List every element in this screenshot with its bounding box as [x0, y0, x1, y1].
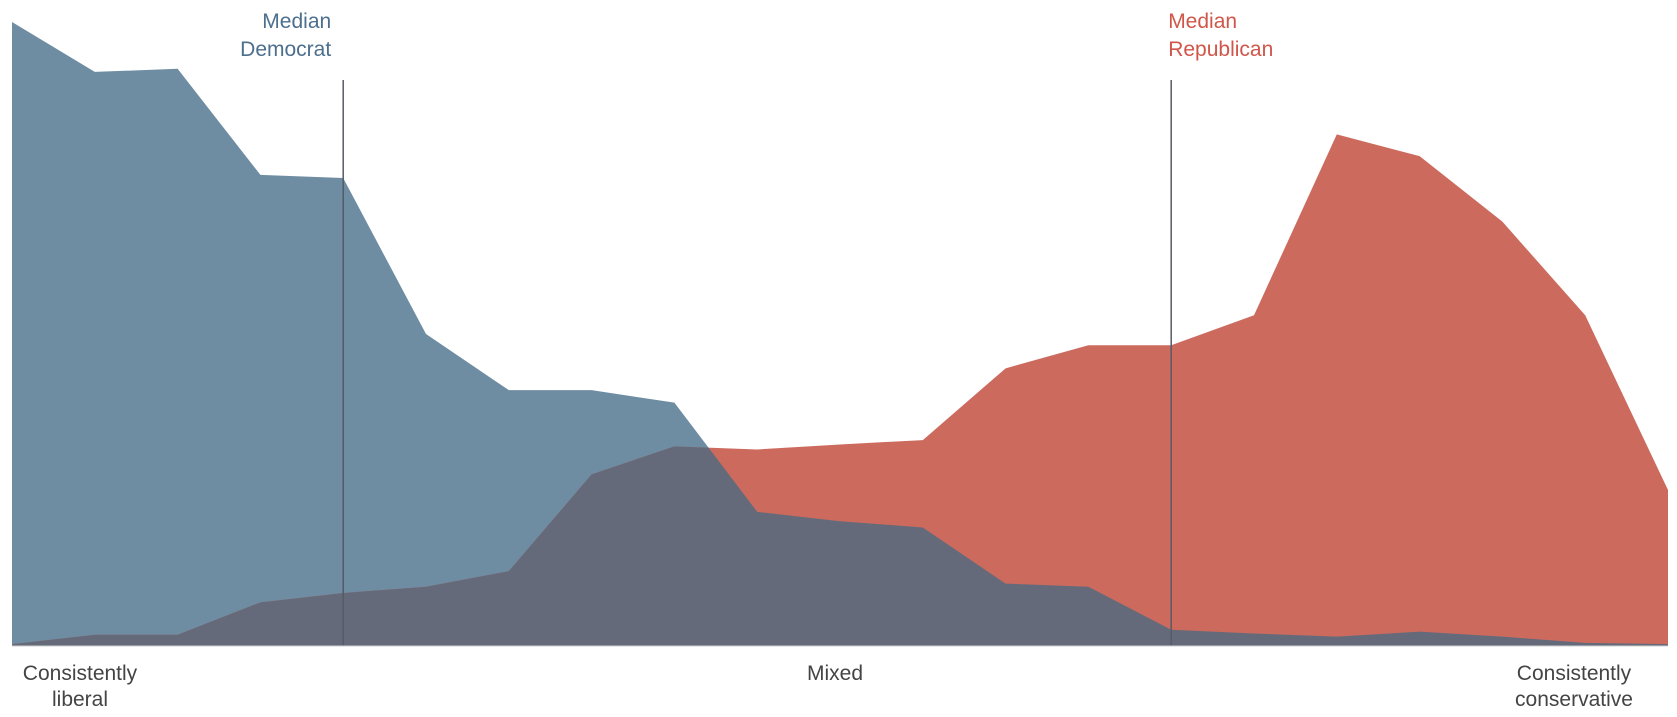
- median-democrat-label-line1: Median: [262, 10, 331, 33]
- axis-label-mixed: Mixed: [807, 662, 863, 685]
- axis-label-liberal-line2: liberal: [52, 688, 108, 711]
- median-layer: Median Democrat Median Republican: [240, 10, 1273, 646]
- axis-label-conservative-line1: Consistently: [1517, 662, 1632, 685]
- axis-label-conservative-line2: conservative: [1515, 688, 1633, 711]
- republican-area: [12, 134, 1668, 646]
- axis-label-liberal-line1: Consistently: [23, 662, 138, 685]
- median-republican-label-line1: Median: [1168, 10, 1237, 33]
- democrat-area: [12, 22, 1668, 646]
- median-democrat-label-line2: Democrat: [240, 38, 331, 61]
- areas-layer: [12, 22, 1668, 646]
- median-republican-label-line2: Republican: [1168, 38, 1273, 61]
